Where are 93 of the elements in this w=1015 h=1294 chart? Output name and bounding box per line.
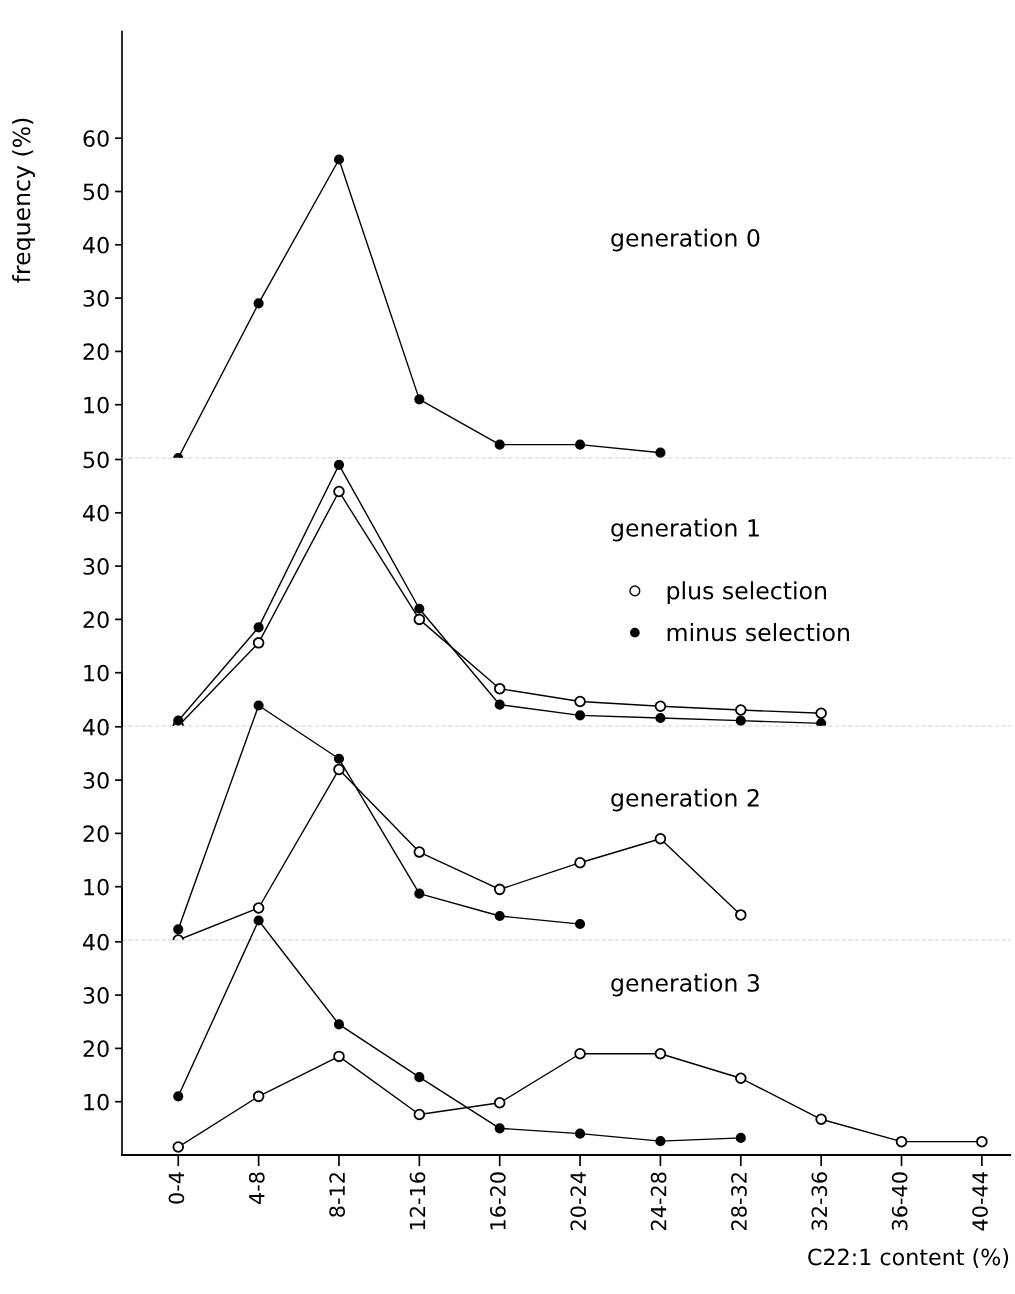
point	[574, 1128, 586, 1139]
point	[494, 439, 505, 450]
y-tick-label: 30	[83, 772, 109, 789]
point	[333, 485, 345, 498]
point	[895, 1135, 908, 1148]
legend-label: plus selection	[667, 581, 826, 605]
point	[414, 394, 425, 405]
point	[252, 902, 265, 914]
point	[413, 613, 426, 626]
y-tick-label: 50	[83, 183, 109, 201]
text: generation 3	[611, 973, 760, 997]
point	[253, 298, 264, 309]
x-tick-label: 0-4	[168, 1172, 185, 1204]
point	[815, 707, 827, 719]
x-tick-label: 24-28	[650, 1172, 667, 1230]
y-tick-label: 30	[83, 290, 109, 307]
x-tick-label: 20-24	[570, 1172, 587, 1230]
y-tick-label: 10	[84, 878, 109, 896]
point	[494, 699, 505, 710]
point	[253, 700, 264, 711]
x-tick-label: 28-32	[731, 1173, 747, 1230]
y-tick-label: 40	[83, 236, 109, 254]
y-tick-label: 20	[83, 343, 109, 361]
point	[493, 682, 506, 695]
point	[816, 718, 827, 726]
x-tick-label: 32-36	[811, 1172, 828, 1230]
y-axis-title: frequency (%)	[12, 118, 35, 283]
point	[333, 154, 345, 165]
point	[815, 1113, 827, 1126]
point	[655, 712, 666, 724]
y-tick-label: 40	[83, 718, 109, 736]
y-tick-label: 10	[84, 1093, 109, 1111]
point	[413, 846, 426, 858]
point	[173, 1091, 184, 1102]
point	[252, 637, 265, 649]
point	[735, 704, 747, 716]
y-tick-label: 20	[83, 1040, 109, 1058]
point	[493, 1097, 506, 1109]
point	[735, 715, 746, 726]
y-tick-label: 10	[84, 396, 109, 414]
y-tick-label: 30	[83, 987, 109, 1004]
point	[735, 909, 747, 921]
point	[333, 763, 345, 776]
point	[172, 1141, 185, 1153]
text: generation 2	[611, 788, 759, 812]
point	[574, 710, 586, 721]
point	[252, 1090, 265, 1103]
text: generation 0	[611, 228, 760, 252]
x-axis-title: C22:1 content (%)	[808, 1248, 1009, 1268]
point	[654, 1047, 667, 1060]
point	[655, 447, 666, 458]
point	[574, 856, 586, 869]
point	[333, 1019, 345, 1030]
point	[414, 888, 425, 899]
point	[253, 915, 264, 926]
y-tick-label: 50	[83, 451, 109, 469]
point	[413, 1108, 426, 1121]
point	[333, 753, 345, 764]
point	[333, 459, 345, 470]
point	[574, 695, 586, 708]
point	[414, 1072, 425, 1083]
point	[253, 622, 264, 633]
x-tick-label: 4-8	[248, 1172, 265, 1204]
x-tick-label: 8-12	[329, 1173, 346, 1217]
point	[574, 439, 586, 450]
y-tick-label: 20	[83, 611, 109, 629]
point	[494, 1123, 505, 1134]
point	[735, 1132, 746, 1144]
point	[494, 910, 505, 922]
x-tick-label: 16-20	[489, 1172, 506, 1230]
point	[655, 1136, 666, 1147]
x-tick-label: 40-44	[972, 1172, 988, 1231]
y-tick-label: 40	[83, 933, 109, 951]
y-tick-label: 10	[84, 664, 109, 682]
x-tick-label: 36-40	[891, 1172, 908, 1230]
point	[574, 918, 586, 930]
point	[493, 883, 506, 896]
text: generation 1	[611, 518, 759, 542]
point	[173, 715, 184, 726]
y-tick-label: 40	[83, 504, 109, 522]
point	[333, 1050, 345, 1063]
y-tick-label: 20	[83, 825, 109, 843]
point	[735, 1072, 747, 1085]
point	[654, 700, 667, 713]
x-tick-label: 12-16	[409, 1172, 426, 1230]
point	[976, 1135, 988, 1148]
y-tick-label: 60	[83, 130, 109, 147]
y-tick-label: 30	[83, 558, 109, 575]
legend-label: minus selection	[667, 622, 849, 642]
point	[574, 1047, 586, 1060]
point	[173, 924, 184, 935]
point	[654, 832, 667, 845]
point	[414, 603, 425, 614]
